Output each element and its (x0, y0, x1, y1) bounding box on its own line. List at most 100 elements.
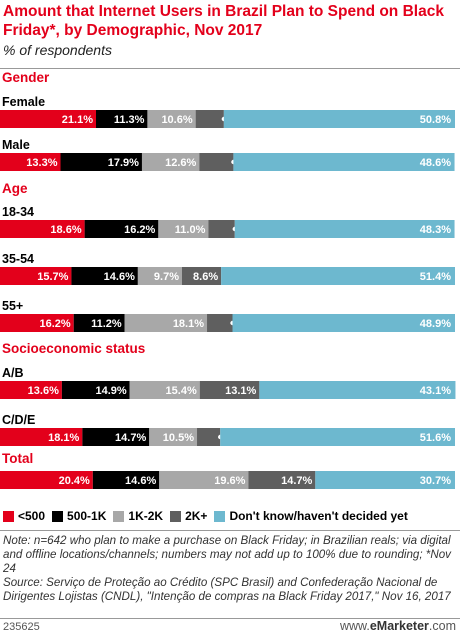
data-label: 14.6% (104, 271, 135, 283)
data-label: 18.1% (173, 318, 204, 330)
data-label: 51.6% (420, 432, 451, 444)
legend-swatch (113, 510, 125, 522)
bar-segment (234, 220, 455, 238)
bar-segment (0, 267, 72, 285)
data-label: 8.6% (193, 271, 218, 283)
legend-label: <500 (18, 509, 46, 523)
data-label: 16.2% (40, 318, 71, 330)
bar-segment (158, 220, 209, 238)
legend-item: 1K-2K (113, 509, 163, 523)
bar-segment (182, 267, 222, 285)
group-heading: Gender (2, 70, 50, 85)
bar-segment (0, 110, 97, 128)
bar-segment (147, 110, 196, 128)
stacked-bar-chart: GenderFemale21.1%11.3%10.6%6.2%50.8%Male… (0, 70, 456, 489)
bar-segment (207, 314, 233, 332)
legend-item: Don't know/haven't decided yet (214, 509, 408, 523)
bar-segment (129, 381, 200, 399)
data-label: 10.6% (161, 114, 192, 126)
data-label: 14.7% (115, 432, 146, 444)
row-label: Female (2, 95, 45, 109)
data-label: 16.2% (124, 224, 155, 236)
data-label: 11.3% (114, 114, 145, 126)
data-label: 21.1% (62, 114, 93, 126)
data-label: 48.6% (420, 157, 451, 169)
legend-item: <500 (3, 509, 45, 523)
source-text: Source: Serviço de Proteção ao Crédito (… (3, 576, 451, 603)
bar-segment (60, 153, 142, 171)
data-label: 20.4% (59, 475, 90, 487)
bar-segment (208, 220, 235, 238)
top-rule (0, 68, 460, 69)
legend-label: Don't know/haven't decided yet (229, 509, 408, 523)
bar-segment (248, 471, 316, 489)
row-label: Male (2, 138, 30, 152)
data-label: 11.0% (175, 224, 206, 236)
bar-segment (0, 220, 85, 238)
data-label: 13.3% (26, 157, 57, 169)
data-label: 14.9% (95, 385, 126, 397)
legend-label: 500-1K (67, 509, 107, 523)
data-label: 18.6% (50, 224, 81, 236)
bar-segment (0, 314, 74, 332)
row-label: A/B (2, 366, 24, 380)
bar-segment (73, 314, 125, 332)
data-label: 19.6% (214, 475, 245, 487)
data-label: 43.1% (420, 385, 451, 397)
bar-segment (197, 428, 221, 446)
data-label: 14.6% (125, 475, 156, 487)
data-label: 48.9% (420, 318, 451, 330)
data-label: 15.7% (37, 271, 68, 283)
bar-segment (220, 428, 455, 446)
row-label: 55+ (2, 299, 23, 313)
row-label: 18-34 (2, 205, 34, 219)
bar-segment (233, 153, 455, 171)
data-label: 14.7% (281, 475, 312, 487)
data-label: 15.4% (166, 385, 197, 397)
chart-id: 235625 (3, 621, 40, 633)
data-label: 30.7% (420, 475, 451, 487)
data-label: 11.2% (91, 318, 122, 330)
bar-segment (71, 267, 138, 285)
brand-prefix: www. (339, 619, 370, 633)
row-label: 35-54 (2, 252, 34, 266)
data-label: 51.4% (420, 271, 451, 283)
bar-segment (221, 267, 455, 285)
bar-segment (315, 471, 455, 489)
legend-swatch (52, 510, 64, 522)
brand-name: eMarketer (369, 619, 429, 633)
legend-label: 1K-2K (128, 509, 164, 523)
bar-segment (84, 220, 159, 238)
bar-segment (159, 471, 249, 489)
row-label: C/D/E (2, 413, 35, 427)
data-label: 13.1% (225, 385, 256, 397)
data-label: 13.6% (28, 385, 59, 397)
legend-item: 500-1K (52, 509, 106, 523)
legend-swatch (3, 510, 14, 522)
bar-segment (0, 471, 93, 489)
legend-item: 2K+ (170, 509, 207, 523)
chart-subtitle: % of respondents (3, 42, 112, 58)
chart-title: Amount that Internet Users in Brazil Pla… (3, 3, 444, 39)
bar-segment (96, 110, 148, 128)
footnotes: Note: n=642 who plan to make a purchase … (3, 534, 458, 604)
bar-segment (199, 381, 260, 399)
bar-segment (124, 314, 208, 332)
data-label: 17.9% (108, 157, 139, 169)
bar-segment (61, 381, 130, 399)
data-label: 9.7% (154, 271, 179, 283)
bar-segment (199, 153, 234, 171)
bar-segment (0, 153, 61, 171)
bar-segment (0, 381, 62, 399)
bar-segment (141, 153, 200, 171)
group-heading: Age (2, 181, 28, 196)
group-heading: Total (2, 451, 33, 466)
data-label: 48.3% (420, 224, 451, 236)
legend-swatch (214, 510, 226, 522)
data-label: 12.6% (165, 157, 196, 169)
legend-swatch (170, 510, 182, 522)
group-heading: Socioeconomic status (2, 341, 145, 356)
bar-segment (232, 314, 455, 332)
data-label: 10.5% (163, 432, 194, 444)
bar-segment (82, 428, 150, 446)
